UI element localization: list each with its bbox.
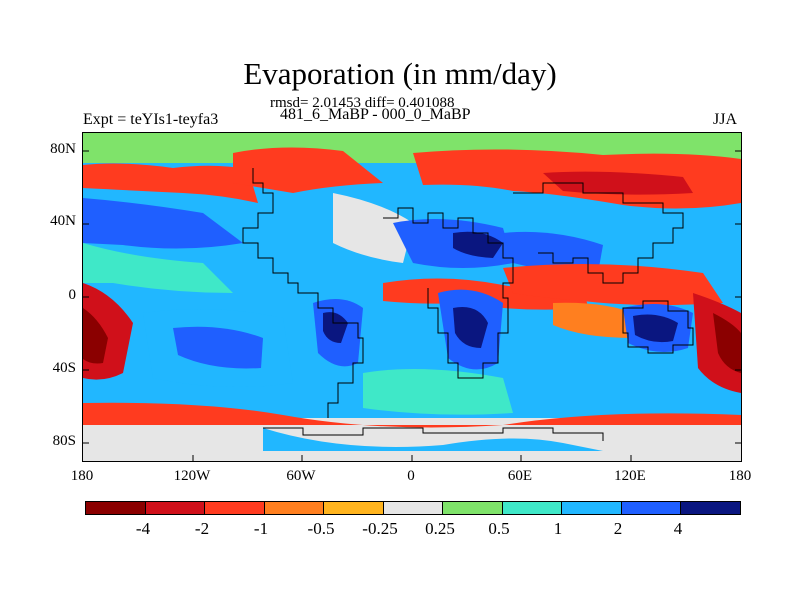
evaporation-map <box>82 132 742 462</box>
colorbar-label: -1 <box>253 519 269 538</box>
season-label: JJA <box>713 111 738 128</box>
page-title: Evaporation (in mm/day) <box>243 56 557 91</box>
indian-ocean-orange <box>553 302 643 338</box>
colorbar-swatch <box>502 502 563 514</box>
indian-ocean-red <box>503 264 723 306</box>
x-tick-label: 0 <box>407 468 415 484</box>
colorbar-label: -4 <box>135 519 151 538</box>
y-tick-label: 40N <box>50 213 76 229</box>
stats-line: rmsd= 2.01453 diff= 0.401088 <box>270 95 455 111</box>
colorbar-label: 2 <box>613 519 623 538</box>
asia-blue <box>503 231 603 273</box>
australia-darkblue <box>633 314 678 343</box>
colorbar-swatch <box>681 502 741 514</box>
colorbar-swatch <box>562 502 622 514</box>
southern-ocean-red <box>83 402 741 428</box>
north-atlantic-grey <box>333 193 413 263</box>
colorbar-label: -0.5 <box>307 519 335 538</box>
asia-outline <box>513 182 684 284</box>
axis-ticks <box>83 150 741 461</box>
africa-europe-outline <box>383 207 514 379</box>
y-tick-label: 0 <box>68 287 77 303</box>
east-pacific-deepred <box>713 313 741 373</box>
greenland-red <box>233 147 383 193</box>
south-pacific-darkerblue <box>173 326 263 369</box>
colorbar-label: -2 <box>194 519 210 538</box>
colorbar-label: 4 <box>673 519 683 538</box>
colorbar-swatch <box>264 502 325 514</box>
y-tick-label: 40S <box>52 360 76 376</box>
x-tick-label: 120W <box>173 468 211 484</box>
colorbar-swatch <box>86 502 146 514</box>
y-tick-label: 80N <box>50 141 76 157</box>
africa-darkblue <box>453 307 488 348</box>
x-tick-label: 180 <box>728 468 752 484</box>
difference-label: 481_6_MaBP - 000_0_MaBP <box>280 106 471 123</box>
colorbar-swatch <box>205 502 265 514</box>
x-tick-label: 120E <box>614 468 646 484</box>
colorbar-label: 0.25 <box>425 519 455 538</box>
colorbar-swatch <box>383 502 444 514</box>
antarctic-coast-blue <box>263 428 603 451</box>
west-pacific-deepred <box>83 308 108 364</box>
siberia-darkred <box>543 171 693 195</box>
y-tick-label: 80S <box>52 433 76 449</box>
x-tick-label: 60E <box>507 468 533 484</box>
americas-outline <box>242 168 364 418</box>
x-tick-label: 180 <box>70 468 94 484</box>
australia-outline <box>622 300 694 354</box>
south-atlantic-cyan <box>363 369 513 415</box>
north-america-red <box>83 163 258 203</box>
antarctica-outline <box>263 427 604 441</box>
colorbar-label: -0.25 <box>362 519 398 538</box>
x-tick-label: 60W <box>286 468 316 484</box>
colorbar-swatch <box>324 502 384 514</box>
colorbar <box>85 501 741 515</box>
colorbar-label: 1 <box>553 519 563 538</box>
colorbar-label: 0.5 <box>488 519 510 538</box>
south-america-darkblue <box>323 312 348 343</box>
pacific-cyan <box>83 243 233 293</box>
colorbar-swatch <box>621 502 682 514</box>
north-pacific-blue <box>83 198 243 249</box>
experiment-label: Expt = teYIs1-teyfa3 <box>83 111 219 128</box>
europe-darkblue <box>453 231 503 258</box>
colorbar-swatch <box>443 502 503 514</box>
map-svg <box>83 133 741 461</box>
colorbar-swatch <box>145 502 206 514</box>
